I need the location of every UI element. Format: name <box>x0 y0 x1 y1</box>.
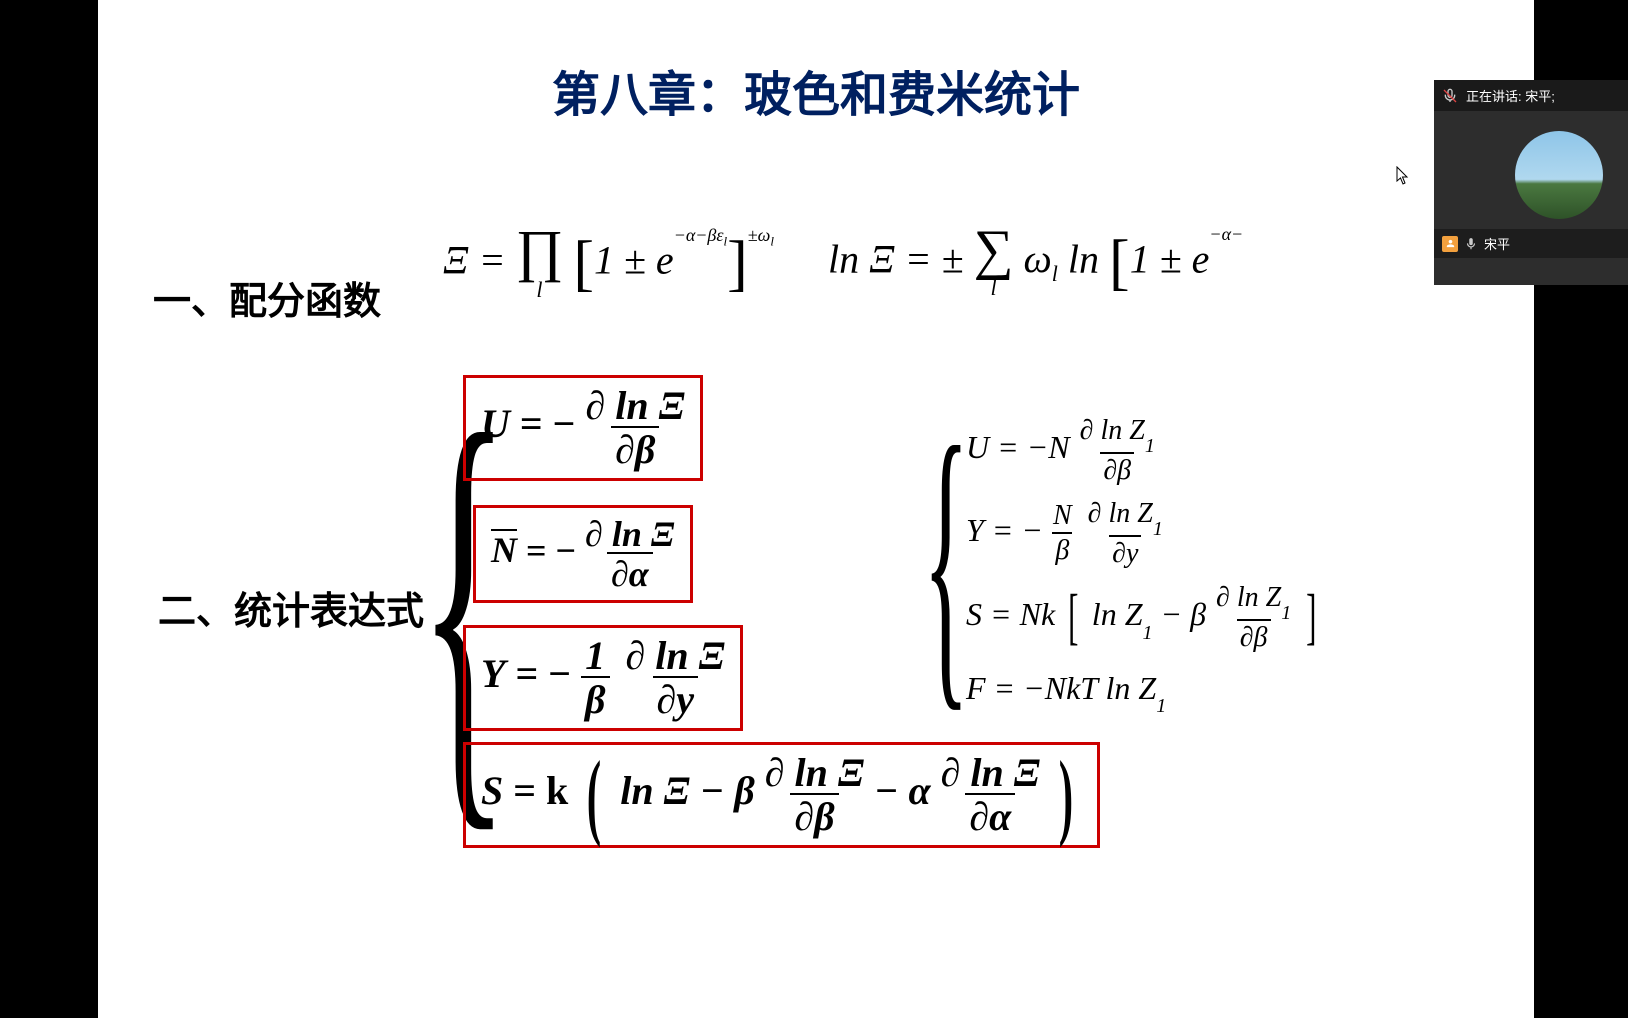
mic-icon <box>1464 237 1478 251</box>
omega-l: ωl <box>1024 236 1058 281</box>
panel-footer: 宋平 <box>1434 229 1628 258</box>
product-symbol: ∏ l <box>516 225 564 303</box>
equation-U-box: U = − ∂ ln Ξ∂β <box>463 375 703 481</box>
right-brace: { <box>923 408 969 712</box>
formula-partition-product: Ξ = ∏ l [1 ± e−α−βεl]±ωl <box>443 225 774 303</box>
speaking-label: 正在讲话: 宋平; <box>1466 86 1555 105</box>
classical-F: F = −NkT ln Z1 <box>966 670 1166 712</box>
user-badge-icon <box>1442 236 1458 252</box>
equation-Y-box: Y = − 1β ∂ ln Ξ∂y <box>463 625 743 731</box>
section-1-heading: 一、配分函数 <box>153 270 381 325</box>
lnxi-lhs: ln Ξ = ± <box>828 236 964 281</box>
slide-title: 第八章：玻色和费米统计 <box>552 55 1080 125</box>
equation-N-box: N = − ∂ ln Ξ∂α <box>473 505 693 603</box>
avatar-container <box>1434 111 1628 229</box>
xi-lhs: Ξ = <box>443 237 506 282</box>
classical-U: U = −N ∂ ln Z1∂β <box>966 415 1157 487</box>
equation-S-box: S = k ( ln Ξ − β ∂ ln Ξ∂β − α ∂ ln Ξ∂α ) <box>463 742 1100 848</box>
presentation-slide: 第八章：玻色和费米统计 一、配分函数 二、统计表达式 Ξ = ∏ l [1 ± … <box>98 0 1534 1018</box>
sum-symbol: ∑ l <box>974 225 1014 301</box>
classical-Y: Y = − Nβ ∂ ln Z1∂y <box>966 498 1165 570</box>
participant-name: 宋平 <box>1484 234 1510 253</box>
mic-muted-icon <box>1442 88 1458 104</box>
participant-panel[interactable]: 正在讲话: 宋平; 宋平 <box>1434 80 1628 285</box>
formula-log-partition: ln Ξ = ± ∑ l ωl ln [1 ± e−α− <box>828 225 1243 301</box>
participant-avatar <box>1515 131 1603 219</box>
panel-header: 正在讲话: 宋平; <box>1434 80 1628 111</box>
classical-S: S = Nk [ ln Z1 − β ∂ ln Z1∂β ] <box>966 582 1322 654</box>
bracket-body: 1 ± e <box>594 237 674 282</box>
section-2-heading: 二、统计表达式 <box>158 580 424 635</box>
